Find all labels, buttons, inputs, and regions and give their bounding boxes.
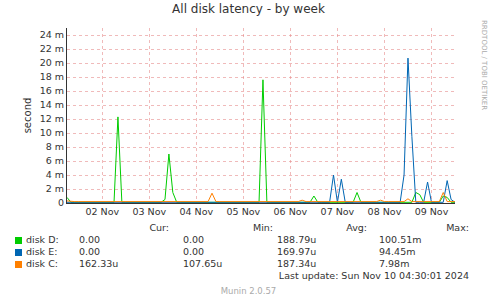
html-text:0.00: 0.00 xyxy=(79,246,101,257)
html-text:100.51m: 100.51m xyxy=(379,234,422,245)
html-text:RRDTOOL / TOBI OETIKER: RRDTOOL / TOBI OETIKER xyxy=(480,20,488,111)
html-text:0.00: 0.00 xyxy=(183,234,205,245)
html-text:94.45m: 94.45m xyxy=(379,246,416,257)
svg-text:03 Nov: 03 Nov xyxy=(132,206,166,217)
svg-text:07 Nov: 07 Nov xyxy=(321,206,355,217)
html-text:Min:: Min: xyxy=(252,222,273,233)
svg-text:2 m: 2 m xyxy=(46,183,64,194)
svg-text:4 m: 4 m xyxy=(46,169,64,180)
svg-text:20 m: 20 m xyxy=(40,57,64,68)
html-text:disk D:: disk D: xyxy=(26,234,59,245)
html-text:107.65u: 107.65u xyxy=(183,258,223,269)
svg-text:02 Nov: 02 Nov xyxy=(85,206,119,217)
html-text:7.98m: 7.98m xyxy=(379,258,410,269)
html-text:Last update: Sun Nov 10 04:30:: Last update: Sun Nov 10 04:30:01 2024 xyxy=(278,270,469,281)
html-text:162.33u: 162.33u xyxy=(79,258,119,269)
svg-text:18 m: 18 m xyxy=(40,71,64,82)
svg-text:14 m: 14 m xyxy=(40,99,64,110)
svg-text:06 Nov: 06 Nov xyxy=(274,206,308,217)
svg-text:second: second xyxy=(22,98,33,134)
html-text:disk C:: disk C: xyxy=(26,258,58,269)
html-text:169.97u: 169.97u xyxy=(277,246,317,257)
svg-text:08 Nov: 08 Nov xyxy=(368,206,402,217)
svg-text:0: 0 xyxy=(58,197,64,208)
svg-text:22 m: 22 m xyxy=(40,43,64,54)
html-text:Munin 2.0.57: Munin 2.0.57 xyxy=(220,286,277,296)
svg-text:12 m: 12 m xyxy=(40,113,64,124)
html-text:188.79u: 188.79u xyxy=(277,234,317,245)
html-text:disk E:: disk E: xyxy=(26,246,58,257)
svg-text:24 m: 24 m xyxy=(40,29,64,40)
svg-text:8 m: 8 m xyxy=(46,141,64,152)
svg-text:05 Nov: 05 Nov xyxy=(227,206,261,217)
html-text:0.00: 0.00 xyxy=(79,234,101,245)
svg-text:10 m: 10 m xyxy=(40,127,64,138)
html-text:Cur:: Cur: xyxy=(149,222,169,233)
html-text:0.00: 0.00 xyxy=(183,246,205,257)
svg-text:All disk latency - by week: All disk latency - by week xyxy=(172,2,325,16)
html-text:Avg:: Avg: xyxy=(346,222,367,233)
svg-text:04 Nov: 04 Nov xyxy=(180,206,214,217)
svg-text:6 m: 6 m xyxy=(46,155,64,166)
svg-text:16 m: 16 m xyxy=(40,85,64,96)
svg-text:09 Nov: 09 Nov xyxy=(415,206,449,217)
html-text:187.34u: 187.34u xyxy=(277,258,317,269)
html-text:Max:: Max: xyxy=(446,222,469,233)
